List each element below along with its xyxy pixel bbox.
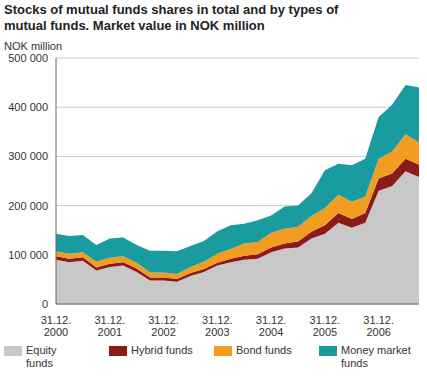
- html-text:NOK million: NOK million: [4, 40, 63, 52]
- svg-text:31.12.2002: 31.12.2002: [148, 314, 179, 338]
- svg-text:31.12.2006: 31.12.2006: [363, 314, 394, 338]
- svg-text:31.12.2004: 31.12.2004: [256, 314, 287, 338]
- svg-text:500 000: 500 000: [8, 52, 48, 64]
- svg-text:31.12.2005: 31.12.2005: [310, 314, 341, 338]
- html-text:Hybrid funds: Hybrid funds: [131, 344, 193, 356]
- svg-text:200 000: 200 000: [8, 200, 48, 212]
- svg-text:31.12.2001: 31.12.2001: [94, 314, 125, 338]
- svg-text:400 000: 400 000: [8, 101, 48, 113]
- html-text:Equity funds: Equity funds: [26, 344, 57, 369]
- svg-text:31.12.2003: 31.12.2003: [202, 314, 233, 338]
- svg-text:31.12.2000: 31.12.2000: [41, 314, 72, 338]
- svg-text:0: 0: [42, 298, 48, 310]
- html-text:Stocks of mutual funds shares: Stocks of mutual funds shares in total a…: [4, 2, 339, 33]
- html-text:Bond funds: Bond funds: [236, 344, 292, 356]
- svg-text:300 000: 300 000: [8, 150, 48, 162]
- svg-text:100 000: 100 000: [8, 249, 48, 261]
- html-text:Money market funds: Money market funds: [341, 344, 411, 369]
